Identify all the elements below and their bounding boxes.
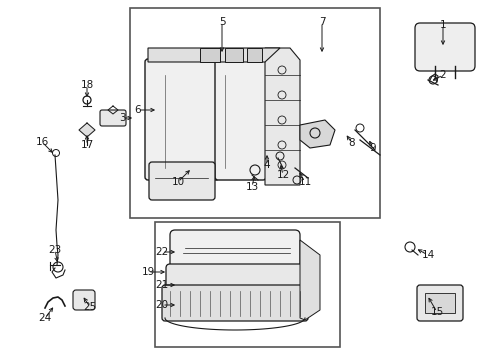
Bar — [200, 48, 220, 62]
Text: 23: 23 — [48, 245, 61, 255]
Text: 25: 25 — [83, 302, 97, 312]
FancyBboxPatch shape — [73, 290, 95, 310]
Text: 20: 20 — [155, 300, 168, 310]
Text: 13: 13 — [245, 182, 258, 192]
Text: 2: 2 — [439, 70, 446, 80]
Bar — [246, 48, 262, 62]
Text: 10: 10 — [171, 177, 184, 187]
Text: 16: 16 — [35, 137, 48, 147]
Bar — [155, 222, 339, 347]
Text: 3: 3 — [119, 113, 125, 123]
Text: 18: 18 — [80, 80, 93, 90]
Text: 24: 24 — [38, 313, 52, 323]
Text: 5: 5 — [218, 17, 225, 27]
Polygon shape — [264, 48, 299, 185]
FancyBboxPatch shape — [416, 285, 462, 321]
Text: 8: 8 — [348, 138, 355, 148]
Bar — [130, 8, 379, 218]
Polygon shape — [299, 240, 319, 320]
FancyBboxPatch shape — [414, 23, 474, 71]
Text: 17: 17 — [80, 140, 93, 150]
Text: 4: 4 — [263, 160, 270, 170]
Polygon shape — [148, 48, 280, 62]
FancyBboxPatch shape — [149, 162, 215, 200]
Bar — [224, 48, 243, 62]
FancyBboxPatch shape — [215, 59, 265, 180]
FancyBboxPatch shape — [145, 59, 219, 180]
Text: 21: 21 — [155, 280, 168, 290]
Text: 6: 6 — [134, 105, 141, 115]
Text: 1: 1 — [439, 20, 446, 30]
FancyBboxPatch shape — [162, 285, 307, 321]
Text: 19: 19 — [141, 267, 154, 277]
Text: 7: 7 — [318, 17, 325, 27]
FancyBboxPatch shape — [165, 264, 304, 300]
FancyBboxPatch shape — [170, 230, 299, 285]
Text: 14: 14 — [421, 250, 434, 260]
FancyBboxPatch shape — [100, 110, 126, 126]
Text: 22: 22 — [155, 247, 168, 257]
Polygon shape — [299, 120, 334, 148]
Bar — [424, 293, 454, 313]
Text: 12: 12 — [276, 170, 289, 180]
Polygon shape — [79, 123, 95, 137]
Text: 9: 9 — [369, 143, 376, 153]
Text: 15: 15 — [429, 307, 443, 317]
Text: 11: 11 — [298, 177, 311, 187]
